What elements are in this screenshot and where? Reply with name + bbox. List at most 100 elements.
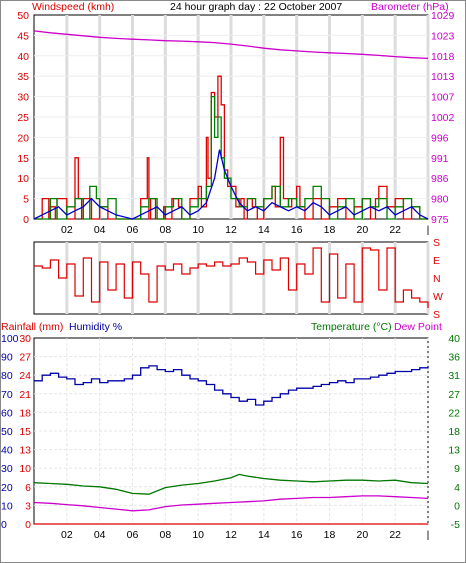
- rainfall-tick-label: 18: [19, 407, 31, 419]
- windspeed-tick-label: 0: [23, 214, 29, 226]
- humidity-tick-label: 50: [1, 426, 13, 438]
- compass-tick-label: E: [433, 255, 440, 267]
- temperature-tick-label: 22: [448, 407, 460, 419]
- compass-tick-label: S: [433, 237, 440, 249]
- temperature-tick-label: -5: [451, 519, 460, 531]
- rainfall-tick-label: 27: [19, 352, 31, 364]
- temperature-hour-tick-labels: 02 04 06 08 10 12 14 16 18 20 22 |: [61, 529, 429, 541]
- temperature-tick-label: 4: [454, 482, 460, 494]
- barometer-tick-label: 1002: [431, 112, 455, 124]
- average-series-line: [34, 95, 428, 220]
- hour-tick-label: 22: [389, 529, 401, 541]
- temperature-tick-label: 0: [454, 500, 460, 512]
- dewpoint-axis-label: Dew Point: [394, 321, 442, 333]
- hour-tick-label: |: [427, 529, 430, 541]
- hour-tick-label: 04: [94, 529, 106, 541]
- hour-tick-label: 12: [225, 224, 237, 236]
- humidity-tick-label: 80: [1, 370, 13, 382]
- hour-tick-label: 10: [192, 224, 204, 236]
- hour-tick-label: 08: [159, 529, 171, 541]
- hour-tick-label: 18: [324, 224, 336, 236]
- barometer-series-line: [33, 30, 429, 60]
- windspeed-tick-label: 50: [17, 10, 29, 22]
- barometer-tick-label: 991: [431, 153, 449, 165]
- temperature-axis-label: Temperature (°C): [311, 321, 392, 333]
- dewpoint-series-line: [33, 495, 429, 512]
- compass-tick-label: S: [433, 309, 440, 321]
- humidity-axis-label: Humidity %: [69, 321, 122, 333]
- rainfall-tick-label: 21: [19, 389, 31, 401]
- humidity-tick-label: 100: [1, 333, 19, 345]
- windspeed-tick-label: 45: [17, 30, 29, 42]
- barometer-tick-label: 1018: [431, 51, 455, 63]
- temperature-series-group: [33, 365, 429, 525]
- windspeed-tick-labels: 0 5 10 15 20 25 30 35 40 45 50: [17, 10, 29, 226]
- hour-tick-label: 04: [94, 224, 106, 236]
- rainfall-tick-label: 15: [19, 426, 31, 438]
- hour-tick-label: |: [427, 224, 430, 236]
- humidity-tick-label: 0: [1, 519, 7, 531]
- rainfall-tick-label: 6: [25, 482, 31, 494]
- compass-tick-label: W: [433, 291, 443, 303]
- hour-tick-label: 14: [258, 224, 270, 236]
- barometer-tick-label: 980: [431, 194, 449, 206]
- windspeed-tick-label: 5: [23, 194, 29, 206]
- hour-tick-label: 16: [291, 529, 303, 541]
- hour-tick-label: 08: [159, 224, 171, 236]
- barometer-tick-label: 986: [431, 173, 449, 185]
- rainfall-tick-label: 24: [19, 370, 31, 382]
- temperature-tick-label: 9: [454, 463, 460, 475]
- rainfall-axis-label: Rainfall (mm): [1, 321, 63, 333]
- humidity-series-line: [34, 365, 429, 406]
- hour-tick-label: 06: [127, 529, 139, 541]
- compass-tick-label: N: [433, 273, 441, 285]
- rainfall-tick-label: 3: [25, 500, 31, 512]
- speed-series-line: [33, 149, 429, 220]
- barometer-tick-label: 1007: [431, 92, 455, 104]
- direction-series-group: [34, 247, 429, 308]
- hour-tick-label: 18: [324, 529, 336, 541]
- wind-hour-tick-labels: 02 04 06 08 10 12 14 16 18 20 22 |: [61, 224, 429, 236]
- barometer-axis-label: Barometer (hPa): [371, 1, 449, 13]
- rainfall-tick-label: 0: [25, 519, 31, 531]
- humidity-tick-label: 70: [1, 389, 13, 401]
- hour-tick-label: 12: [225, 529, 237, 541]
- wind-series-group: [33, 30, 429, 220]
- barometer-tick-label: 1013: [431, 71, 455, 83]
- direction-series-line: [34, 247, 429, 308]
- windspeed-tick-label: 40: [17, 51, 29, 63]
- humidity-tick-label: 40: [1, 445, 13, 457]
- gust-series-line: [34, 75, 428, 220]
- windspeed-tick-label: 10: [17, 173, 29, 185]
- temperature-tick-label: 27: [448, 389, 460, 401]
- hour-tick-label: 06: [127, 224, 139, 236]
- hour-tick-label: 16: [291, 224, 303, 236]
- humidity-tick-label: 10: [1, 500, 13, 512]
- windspeed-tick-label: 30: [17, 92, 29, 104]
- hour-tick-label: 14: [258, 529, 270, 541]
- hour-tick-label: 10: [192, 529, 204, 541]
- temperature-tick-label: 18: [448, 426, 460, 438]
- hour-tick-label: 22: [389, 224, 401, 236]
- temperature-series-line: [33, 473, 429, 495]
- barometer-tick-label: 1029: [431, 10, 455, 22]
- rainfall-tick-label: 13: [19, 445, 31, 457]
- temperature-grid: [34, 338, 429, 524]
- hour-tick-label: 02: [61, 529, 73, 541]
- humidity-tick-label: 30: [1, 463, 13, 475]
- windspeed-tick-label: 20: [17, 132, 29, 144]
- barometer-tick-label: 975: [431, 214, 449, 226]
- windspeed-axis-label: Windspeed (kmh): [32, 1, 114, 13]
- barometer-tick-label: 996: [431, 132, 449, 144]
- barometer-tick-labels: 975 980 986 991 996 1002 1007 1013 1018 1023 1029: [431, 10, 455, 226]
- graph-title: 24 hour graph day : 22 October 2007: [170, 1, 342, 13]
- rainfall-tick-label: 30: [19, 333, 31, 345]
